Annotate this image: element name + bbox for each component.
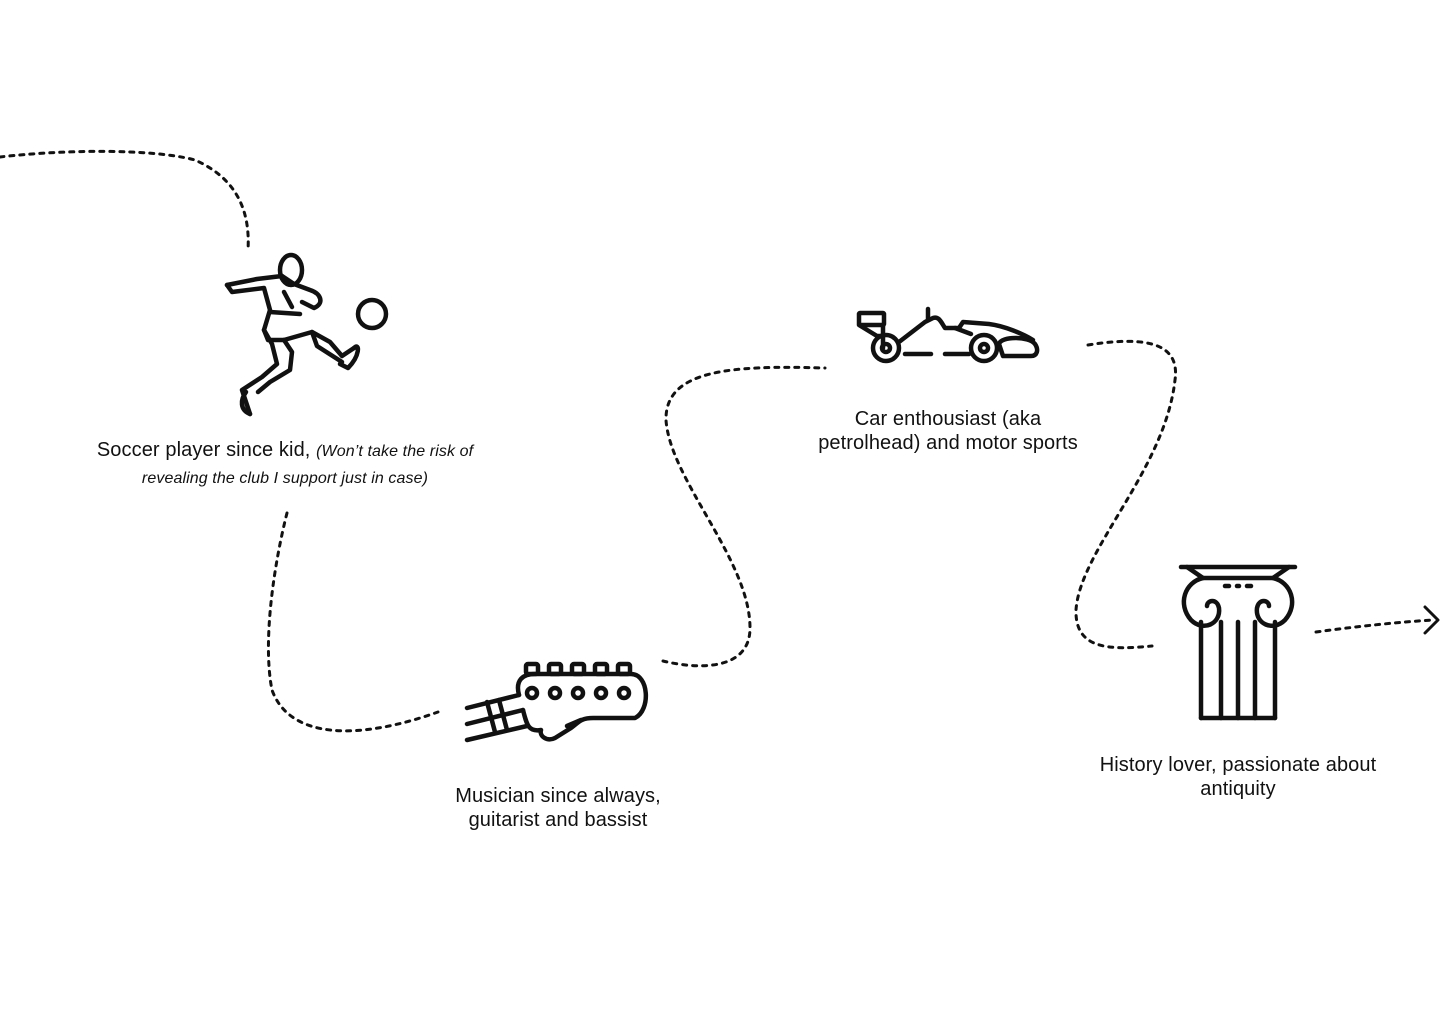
soccer-caption: Soccer player since kid, (Won’t take the… — [95, 438, 475, 492]
music-caption-text: Musician since always, guitarist and bas… — [455, 785, 661, 831]
path-segment-car-to-column — [1074, 339, 1178, 650]
path-segment-start — [0, 149, 250, 252]
arrow-head-icon — [1423, 605, 1440, 635]
car-caption-text: Car enthousiast (aka petrolhead) and mot… — [818, 408, 1078, 454]
guitar-headstock-icon — [463, 660, 653, 745]
path-segment-guitar-to-car — [661, 365, 827, 668]
soccer-caption-text: Soccer player since kid, — [96, 439, 311, 461]
path-segment-soccer-to-guitar — [267, 511, 440, 733]
car-caption: Car enthousiast (aka petrolhead) and mot… — [818, 407, 1078, 455]
soccer-player-icon — [222, 252, 392, 422]
ionic-column-icon — [1177, 564, 1301, 724]
history-caption-text: History lover, passionate about antiquit… — [1099, 754, 1377, 800]
path-segment-end — [1314, 618, 1435, 634]
soccer-caption-note: (Won’t take the risk of revealing the cl… — [141, 443, 474, 487]
music-caption: Musician since always, guitarist and bas… — [428, 784, 688, 832]
race-car-icon — [855, 304, 1045, 368]
history-caption: History lover, passionate about antiquit… — [1098, 753, 1378, 801]
